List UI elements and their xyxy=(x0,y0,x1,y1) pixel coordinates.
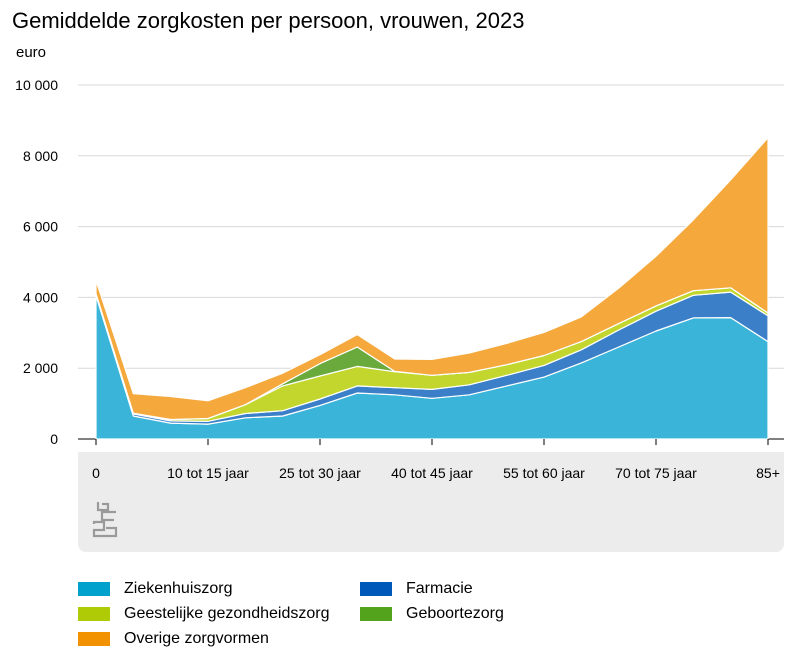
y-tick-label: 2 000 xyxy=(23,360,58,376)
x-axis-band xyxy=(78,452,784,552)
legend-swatch xyxy=(78,582,110,596)
x-tick-label: 0 xyxy=(92,465,100,481)
y-tick-label: 6 000 xyxy=(23,219,58,235)
y-axis-ticks: 0 2 000 4 000 6 000 8 000 10 000 xyxy=(15,77,58,447)
series-areas xyxy=(95,137,769,440)
x-tick-label: 85+ xyxy=(756,465,780,481)
x-axis-ticks: 0 10 tot 15 jaar 25 tot 30 jaar 40 tot 45 j… xyxy=(92,439,780,481)
legend-label: Geboortezorg xyxy=(406,605,504,622)
y-tick-label: 10 000 xyxy=(15,77,58,93)
y-tick-label: 0 xyxy=(50,431,58,447)
y-tick-label: 4 000 xyxy=(23,289,58,305)
x-tick-label: 40 tot 45 jaar xyxy=(391,465,473,481)
legend-item-ziekenhuiszorg: Ziekenhuiszorg xyxy=(78,580,233,598)
legend-swatch xyxy=(78,632,110,646)
legend-item-geboortezorg: Geboortezorg xyxy=(360,605,504,623)
y-axis-unit-label: euro xyxy=(16,44,47,61)
legend-swatch xyxy=(360,582,392,596)
legend: Ziekenhuiszorg Farmacie Geestelijke gezo… xyxy=(78,580,678,660)
legend-label: Geestelijke gezondheidszorg xyxy=(124,605,330,622)
chart-title: Gemiddelde zorgkosten per persoon, vrouw… xyxy=(12,8,525,33)
x-tick-label: 10 tot 15 jaar xyxy=(167,465,249,481)
x-tick-label: 55 tot 60 jaar xyxy=(503,465,585,481)
area-overige-zorgvormen[interactable] xyxy=(95,137,769,421)
y-tick-label: 8 000 xyxy=(23,148,58,164)
legend-label: Farmacie xyxy=(406,580,473,597)
legend-swatch xyxy=(360,607,392,621)
legend-item-overige-zorgvormen: Overige zorgvormen xyxy=(78,630,269,648)
x-tick-label: 25 tot 30 jaar xyxy=(279,465,361,481)
legend-label: Ziekenhuiszorg xyxy=(124,580,233,597)
legend-swatch xyxy=(78,607,110,621)
legend-item-farmacie: Farmacie xyxy=(360,580,473,598)
legend-item-geestelijke-gezondheidszorg: Geestelijke gezondheidszorg xyxy=(78,605,329,623)
cbs-logo-icon xyxy=(92,502,118,538)
x-tick-label: 70 tot 75 jaar xyxy=(615,465,697,481)
legend-label: Overige zorgvormen xyxy=(124,630,269,647)
